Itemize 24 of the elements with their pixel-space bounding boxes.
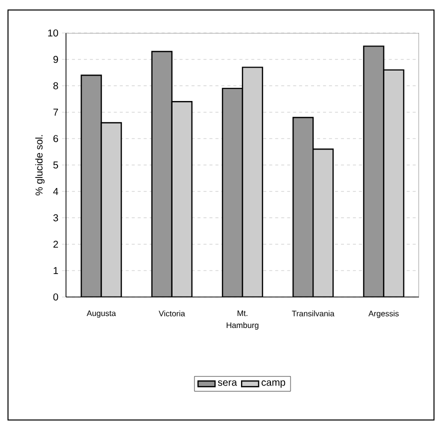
- y-axis-title: % glucide sol.: [35, 135, 45, 196]
- bar: [222, 88, 244, 297]
- bar: [151, 50, 172, 297]
- bar: [242, 66, 264, 297]
- y-tick-label: 6: [53, 135, 58, 142]
- y-tick-label: 7: [53, 108, 58, 116]
- y-tick-label: 8: [53, 82, 58, 90]
- legend-label: sera: [218, 380, 238, 386]
- y-tick-label: 5: [53, 162, 58, 168]
- y-tick-label: 1: [54, 267, 58, 274]
- y-tick-label: 0: [53, 293, 58, 301]
- y-tick-label: 2: [53, 240, 58, 248]
- bar: [171, 101, 192, 297]
- bar: [312, 148, 334, 297]
- bar: [363, 46, 384, 297]
- bar: [80, 74, 102, 297]
- y-tick-label: 10: [48, 29, 58, 37]
- bar: [100, 122, 122, 297]
- y-tick-label: 3: [53, 214, 58, 222]
- bar: [383, 69, 404, 297]
- y-tick-label: 9: [53, 56, 58, 63]
- legend-label: camp: [262, 380, 286, 388]
- bar: [292, 116, 314, 297]
- y-tick-label: 4: [53, 188, 58, 195]
